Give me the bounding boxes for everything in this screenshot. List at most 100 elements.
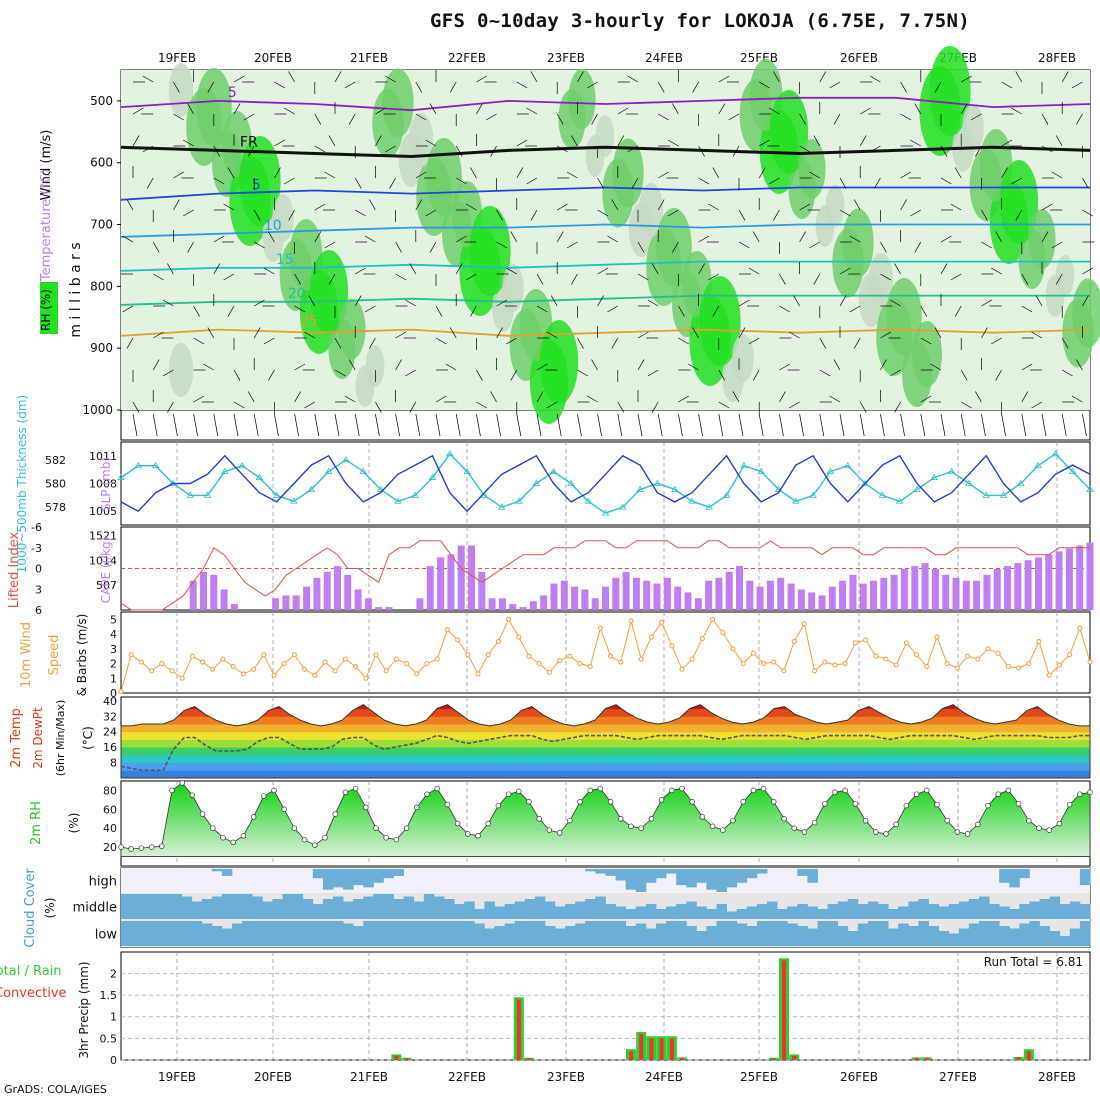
wind-barb [894, 401, 901, 413]
wind-point [689, 656, 695, 662]
cloud-cell-middle [999, 906, 1010, 919]
footer-credit: GrADS: COLA/IGES [4, 1083, 107, 1096]
surface-wind-barb [657, 413, 663, 437]
precip-convective-bar [924, 1057, 929, 1060]
wind-barb [981, 327, 988, 339]
cape-bar [900, 569, 908, 610]
wind-barb [995, 369, 1002, 381]
rh-point [138, 845, 145, 851]
date-label-top: 22FEB [448, 51, 486, 65]
temperature-contour-15 [120, 260, 1090, 272]
cape-bar [787, 583, 795, 610]
rh-point [1046, 827, 1052, 833]
cloud-cell-low [454, 921, 465, 946]
cloud-cell-middle [1039, 899, 1050, 919]
chart-title: GFS 0~10day 3-hourly for LOKOJA (6.75E, … [430, 10, 970, 32]
wind-barb [566, 241, 578, 249]
cloud-cell-low [605, 921, 616, 946]
wind-barb [183, 139, 194, 147]
wind-barb [839, 295, 847, 307]
wind-barb [748, 337, 760, 345]
date-label-top: 19FEB [158, 51, 196, 65]
cloud-cell-middle [373, 894, 384, 919]
wind-barb [465, 203, 477, 211]
wind-barb [960, 103, 968, 115]
rh-shade [338, 299, 366, 359]
rh-point [199, 811, 206, 817]
date-label-top: 23FEB [547, 51, 585, 65]
wind-barb [950, 273, 962, 281]
wind-barb [799, 231, 806, 243]
cloud-cell-low [221, 928, 233, 946]
wind-barb [1062, 369, 1073, 377]
wind-barb [853, 337, 861, 349]
wind-point [546, 669, 552, 675]
wind-barb [536, 363, 548, 371]
cloud-cell-high [686, 869, 697, 888]
cloud-cell-low [201, 923, 213, 946]
wind-barb [738, 209, 746, 221]
cloud-cell-high [625, 869, 637, 890]
wind-barb [698, 263, 705, 275]
cloud-cell-middle [221, 894, 233, 919]
wind-barb [496, 327, 503, 339]
cape-bar [973, 580, 981, 610]
tick-label-cape: 1014 [89, 554, 117, 567]
tick-label-rh: 20 [103, 841, 117, 854]
wind-barb [934, 81, 942, 93]
wind-barb [274, 139, 285, 147]
precip-convective-bar [771, 1058, 776, 1060]
cloud-cell-high [595, 869, 606, 874]
cape-bar [334, 566, 341, 610]
wind-barb [859, 135, 867, 147]
rh-point [1056, 820, 1063, 827]
cloud-cell-middle [524, 899, 536, 919]
cape-bar [911, 566, 919, 610]
rh-point [383, 834, 389, 841]
wind-barb [961, 75, 972, 83]
panel-frame-th [120, 441, 1091, 526]
label-precip-unit: 3hr Precip (mm) [77, 961, 91, 1058]
rh-shade [309, 250, 349, 334]
rh-point [730, 817, 736, 824]
series-temperature [120, 704, 1091, 779]
wind-barb [950, 203, 962, 211]
wind-point [434, 656, 440, 662]
surface-wind-barb [435, 413, 441, 437]
wind-barb [314, 203, 326, 211]
wind-barb [173, 171, 184, 179]
wind-barb [348, 113, 356, 125]
thickness-point [532, 479, 540, 486]
rh-point [1066, 801, 1073, 808]
rh-point [363, 804, 369, 811]
wind-barb [207, 81, 215, 93]
wind-barb [435, 337, 447, 345]
cloud-cell-middle [484, 901, 495, 919]
wind-point [526, 653, 532, 659]
wind-barb [476, 369, 483, 381]
rh-point [954, 829, 961, 835]
wind-barb [557, 203, 568, 211]
cloud-cell-middle [686, 901, 697, 919]
wind-barb [1076, 359, 1083, 371]
wind-barb [344, 395, 356, 403]
wind-barb [566, 171, 578, 179]
wind-barb [627, 75, 639, 83]
wind-barb [415, 171, 427, 179]
wind-point [852, 640, 858, 646]
rh-point [434, 785, 440, 792]
wind-barb [571, 273, 578, 285]
wind-barb [435, 305, 443, 317]
wind-barb [658, 113, 669, 121]
wind-barb [328, 135, 336, 147]
cloud-cell-middle [857, 904, 869, 919]
cloud-cell-low [363, 921, 374, 946]
wind-barb [678, 305, 685, 317]
wind-barb [1041, 113, 1049, 125]
cloud-cell-low [948, 933, 960, 946]
wind-barb [954, 167, 962, 179]
surface-wind-barb [375, 413, 380, 437]
wind-barb [880, 241, 887, 253]
wind-barb [732, 145, 740, 157]
cloud-cell-middle [787, 906, 798, 919]
